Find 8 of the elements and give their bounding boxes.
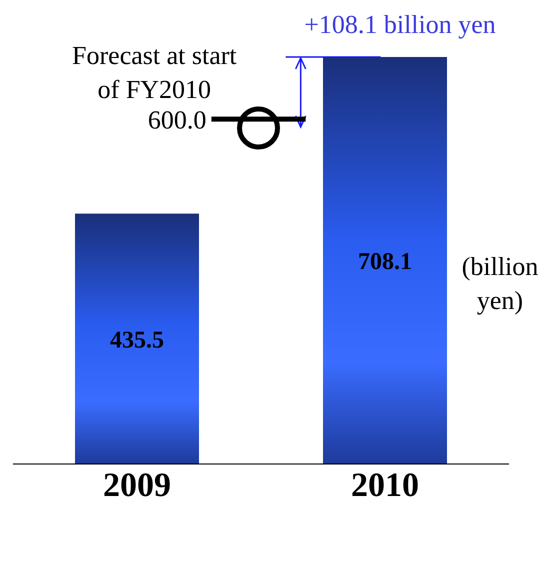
x-tick-label: 2010: [351, 467, 419, 504]
text: +108.1 billion yen: [304, 10, 496, 39]
ref-line-label: 600.0: [148, 105, 206, 134]
annotation: (billion yen): [462, 252, 538, 315]
data-label: 435.5: [110, 327, 164, 354]
x-tick-label: 2009: [103, 467, 171, 504]
data-label: 708.1: [358, 249, 412, 276]
annotation: Forecast at start of FY2010: [72, 40, 238, 104]
